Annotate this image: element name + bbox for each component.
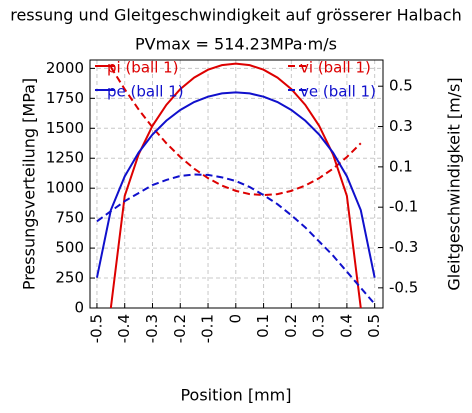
chart-title: ressung und Gleitgeschwindigkeit auf grö… [10,6,462,25]
legend-label: pe (ball 1) [107,83,184,101]
y2-tick-label: -0.1 [389,198,418,216]
legend-label: vi (ball 1) [300,59,371,77]
y-tick-label: 0 [74,299,84,317]
x-tick-label: 0.3 [310,314,328,338]
y-tick-label: 750 [55,209,84,227]
x-tick-label: -0.2 [171,314,189,343]
y2-tick-label: 0.3 [389,117,413,135]
legend-label: ve (ball 1) [300,83,376,101]
y2-tick-label: 0.5 [389,77,413,95]
x-tick-label: -0.5 [87,314,105,343]
y-tick-label: 1000 [46,179,84,197]
y2-tick-label: 0.1 [389,157,413,175]
x-tick-label: 0.4 [337,314,355,338]
x-tick-label: -0.4 [115,314,133,343]
y-tick-label: 500 [55,239,84,257]
x-tick-label: 0 [226,314,244,324]
x-tick-label: -0.1 [199,314,217,343]
chart-subtitle: PVmax = 514.23MPa·m/s [135,35,337,54]
x-tick-label: 0.5 [365,314,383,338]
y-tick-label: 250 [55,269,84,287]
y-tick-label: 2000 [46,59,84,77]
x-tick-label: 0.1 [254,314,272,338]
plot-frame [89,59,384,309]
y-tick-label: 1500 [46,119,84,137]
legend-label: pi (ball 1) [107,59,179,77]
x-tick-label: 0.2 [282,314,300,338]
y-tick-label: 1750 [46,89,84,107]
series-line [95,91,376,278]
y2-tick-label: -0.3 [389,238,418,256]
y2-axis-label: Gleitgeschwindigkeit [m/s] [445,77,464,290]
y-tick-label: 1250 [46,149,84,167]
series-line [96,173,376,305]
y-axis-label: Pressungsverteilung [MPa] [20,78,39,290]
y2-tick-label: -0.5 [389,278,418,296]
x-tick-label: -0.3 [143,314,161,343]
series-line [109,66,362,197]
x-axis-label: Position [mm] [180,386,291,405]
